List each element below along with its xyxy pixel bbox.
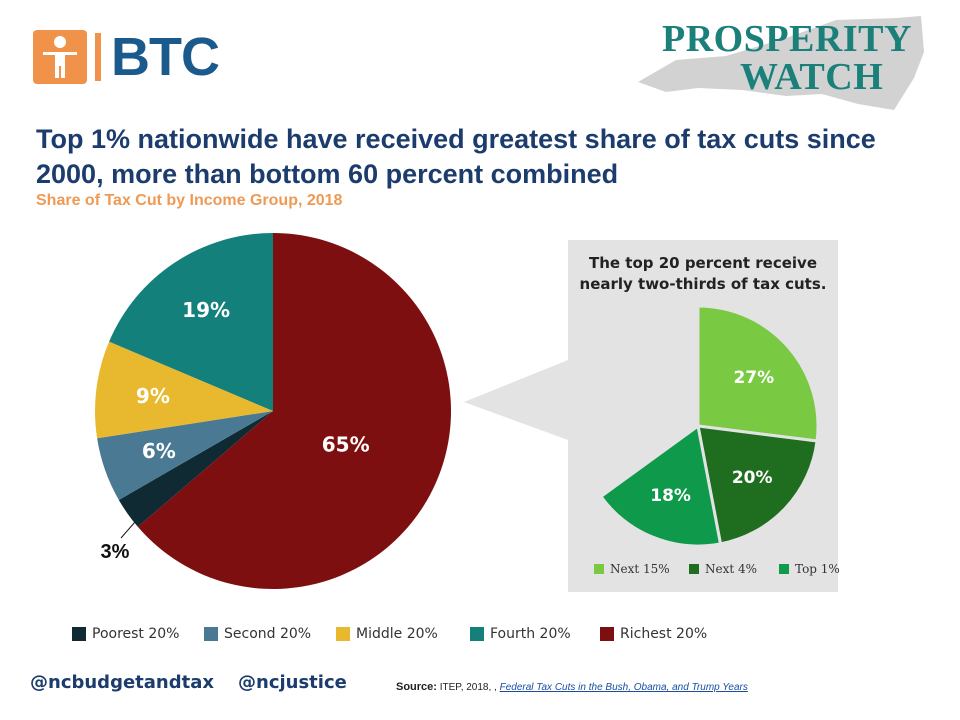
inset-legend-item: Next 4% (689, 561, 757, 577)
legend-swatch (204, 627, 218, 641)
inset-legend-label: Next 4% (705, 562, 758, 576)
legend-item: Middle 20% (336, 624, 438, 644)
legend-swatch (336, 627, 350, 641)
legend-label: Middle 20% (356, 626, 438, 642)
legend-item: Second 20% (204, 624, 311, 644)
inset-chart-title: The top 20 percent receive nearly two-th… (579, 254, 827, 293)
main-legend: Poorest 20% Second 20% Middle 20% Fourth… (72, 624, 772, 644)
legend-item: Fourth 20% (470, 624, 571, 644)
legend-label: Fourth 20% (490, 626, 571, 642)
source-link[interactable]: Federal Tax Cuts in the Bush, Obama, and… (499, 682, 748, 693)
small-slice-leader-line (120, 521, 136, 539)
twitter-handle-ncbudgetandtax[interactable]: @ncbudgetandtax (30, 672, 214, 693)
pie-slice-poorest-20 (118, 411, 273, 527)
main-pie-chart: 65% 3% 6% 9% 19% (95, 233, 452, 589)
inset-slice-label: 27% (733, 368, 774, 388)
legend-swatch (689, 564, 699, 574)
legend-swatch (470, 627, 484, 641)
legend-swatch (779, 564, 789, 574)
btc-logo-text: BTC (111, 27, 220, 87)
logo-divider (95, 33, 101, 81)
inset-legend-label: Next 15% (610, 562, 670, 576)
inset-slice-label: 18% (650, 486, 691, 506)
pie-slice-label: 3% (101, 541, 130, 563)
legend-label: Second 20% (224, 626, 312, 642)
pie-slice-fourth-20 (109, 233, 273, 411)
inset-slice-label: 20% (732, 468, 773, 488)
chart-subtitle: Share of Tax Cut by Income Group, 2018 (36, 192, 343, 209)
chart-title: Top 1% nationwide have received greatest… (36, 124, 876, 189)
inset-legend-item: Next 15% (594, 561, 670, 577)
twitter-handle-ncjustice[interactable]: @ncjustice (238, 672, 347, 693)
prosperity-watch-logo: PROSPERITY WATCH (636, 12, 926, 122)
source-line: Source: ITEP, 2018, , Federal Tax Cuts i… (396, 681, 748, 693)
legend-swatch (72, 627, 86, 641)
inset-legend-item: Top 1% (779, 561, 840, 577)
pie-slice-middle-20 (95, 341, 273, 439)
pie-slice-label: 6% (142, 439, 176, 463)
inset-slice-next-4 (696, 424, 819, 546)
pie-slice-richest-20 (137, 233, 452, 589)
legend-swatch (594, 564, 604, 574)
source-label: Source: (396, 681, 437, 693)
inset-legend-label: Top 1% (795, 562, 840, 576)
pie-slice-second-20 (97, 411, 273, 500)
source-text: ITEP, 2018, , (439, 682, 497, 693)
nc-state-map-icon (638, 16, 924, 110)
legend-label: Richest 20% (620, 626, 708, 642)
btc-logo: BTC (33, 27, 223, 87)
inset-slice-next-15 (696, 304, 820, 443)
watch-text: WATCH (740, 56, 884, 98)
legend-label: Poorest 20% (92, 626, 180, 642)
legend-swatch (600, 627, 614, 641)
legend-item: Poorest 20% (72, 624, 180, 644)
inset-slice-top-1 (598, 423, 723, 548)
prosperity-text: PROSPERITY (662, 18, 912, 60)
pie-slice-label: 19% (182, 298, 230, 322)
pie-slice-label: 9% (136, 384, 170, 408)
person-icon (33, 30, 87, 84)
inset-pie-chart: 27% 20% 18% (598, 304, 820, 548)
pie-slice-label: 65% (322, 432, 370, 456)
legend-item: Richest 20% (600, 624, 707, 644)
